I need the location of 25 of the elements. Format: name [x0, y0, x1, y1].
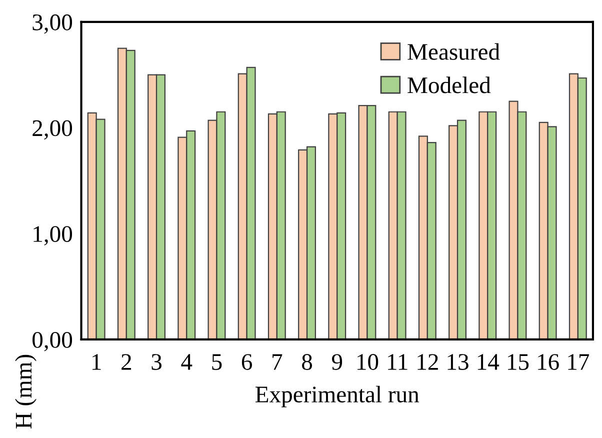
- x-tick-label: 1: [92, 354, 101, 370]
- x-tick-label: 12: [418, 354, 438, 370]
- x-tick-label: 13: [448, 354, 468, 370]
- x-tick-label: 17: [568, 354, 590, 370]
- x-tick-label: 2: [122, 354, 132, 370]
- y-tick-label: 2,00: [32, 120, 72, 140]
- x-tick-label: 15: [508, 354, 529, 370]
- x-tick-label: 9: [332, 354, 342, 370]
- x-tick-label: 10: [357, 354, 378, 370]
- x-tick-label: 16: [538, 354, 559, 370]
- x-tick-label: 4: [181, 354, 192, 370]
- x-tick-label: 11: [388, 354, 408, 370]
- x-tick-label: 7: [272, 354, 282, 370]
- legend-label: Measured: [408, 43, 500, 60]
- y-tick-label: 3,00: [32, 14, 72, 34]
- x-tick-label: 6: [242, 354, 252, 370]
- y-tick-label: 1,00: [34, 226, 72, 246]
- x-tick-label: 8: [302, 354, 312, 370]
- y-tick-label: 0,00: [32, 332, 72, 352]
- x-tick-label: 5: [212, 354, 222, 370]
- x-tick-label: 3: [152, 354, 162, 370]
- x-tick-label: 14: [478, 354, 500, 370]
- legend-label: Modeled: [408, 76, 491, 94]
- x-axis-title: Experimental run: [256, 386, 420, 408]
- y-axis-title: H (mm): [15, 354, 36, 429]
